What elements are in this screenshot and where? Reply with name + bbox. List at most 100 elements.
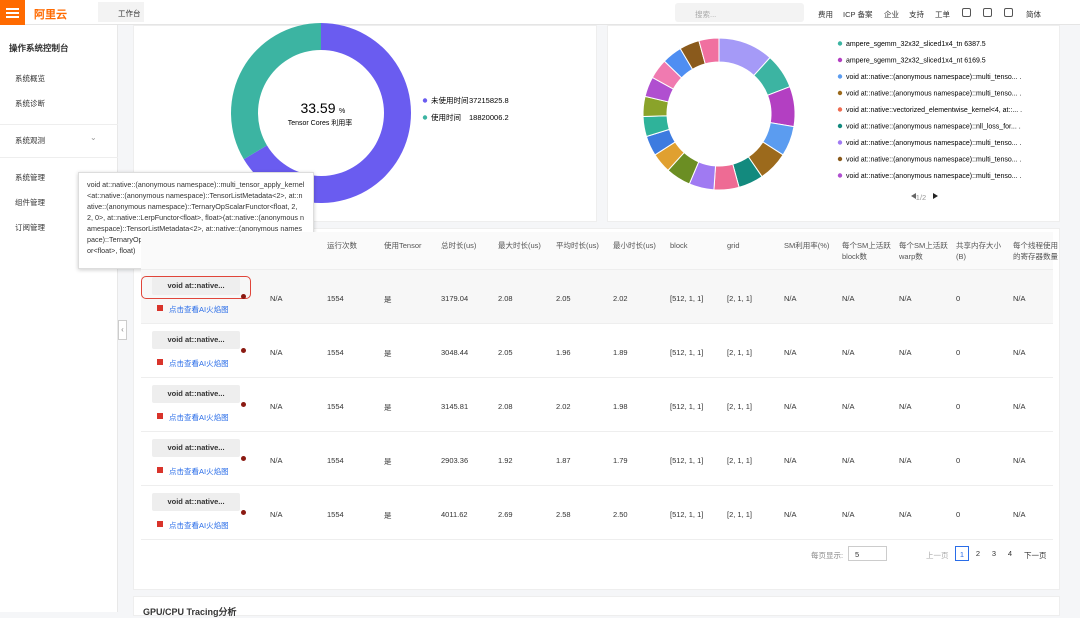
legend-label: void at::native::vectorized_elementwise_… [846,107,1022,114]
cell: N/A [899,510,912,519]
sidebar-item[interactable]: 系统观测 [15,136,45,145]
page-number[interactable]: 4 [1007,549,1013,558]
flame-link[interactable]: 点击查看AI火焰图 [169,305,229,314]
page-size-select[interactable]: 5 [848,546,887,561]
nav-item[interactable]: ICP 备案 [843,10,873,19]
sidebar-item[interactable]: 组件管理 [15,198,45,207]
sidebar-item[interactable]: 订阅管理 [15,223,45,232]
cell: 是 [384,295,392,304]
kernel-button[interactable]: void at::native... [152,493,240,511]
column-header: 共享内存大小(B) [956,241,1001,261]
flame-icon [157,521,163,527]
cell: 1.98 [613,402,628,411]
kernel-button[interactable]: void at::native... [152,277,240,295]
prev-arrow[interactable] [911,193,916,199]
legend-label: void at::native::(anonymous namespace)::… [846,74,1022,81]
cell: [2, 1, 1] [727,456,753,465]
column-header: 每个SM上活跃warp数 [899,241,948,261]
nav-icon[interactable] [1004,8,1013,17]
kernel-button[interactable]: void at::native... [152,331,240,349]
legend-dot [422,98,428,103]
prev-page[interactable]: 上一页 [926,551,949,560]
flame-link[interactable]: 点击查看AI火焰图 [169,467,229,476]
cell: 3048.44 [441,348,469,357]
cell: [2, 1, 1] [727,294,753,303]
column-header: block [670,241,688,250]
cell: N/A [270,348,283,357]
cell: N/A [784,402,797,411]
cell: N/A [899,402,912,411]
logo[interactable]: 阿里云 [34,9,67,21]
sidebar-title: 操作系统控制台 [9,43,69,53]
cell: 0 [956,294,961,303]
cell: 1554 [327,456,344,465]
divider [0,124,118,125]
language[interactable]: 简体 [1026,10,1041,19]
cell: 1554 [327,510,344,519]
page-number[interactable]: 2 [975,549,981,558]
cell: N/A [899,348,912,357]
workbench-tab[interactable]: 工作台 [98,2,144,22]
menu-button[interactable] [0,0,25,25]
column-header: 使用Tensor [384,241,422,250]
kernel-slice[interactable] [698,37,720,65]
cell: N/A [899,294,912,303]
status-dot [241,294,246,299]
cell: 1554 [327,294,344,303]
cell: [512, 1, 1] [670,456,704,465]
kernel-button[interactable]: void at::native... [152,439,240,457]
cell: 2.05 [556,294,571,303]
nav-item[interactable]: 费用 [818,10,833,19]
flame-link[interactable]: 点击查看AI火焰图 [169,359,229,368]
cell: 是 [384,457,392,466]
sidebar: 操作系统控制台 [0,25,118,612]
nav-item[interactable]: 支持 [909,10,924,19]
cell: 2.02 [556,402,571,411]
collapse-handle[interactable]: ‹ [118,320,127,340]
cell: 是 [384,403,392,412]
tensor-slice[interactable] [243,23,412,204]
cell: N/A [1013,456,1026,465]
nav-item[interactable]: 企业 [884,10,899,19]
status-dot [241,510,246,515]
page-number[interactable]: 1 [955,546,969,561]
cell: N/A [1013,510,1026,519]
cell: [2, 1, 1] [727,510,753,519]
legend-label: void at::native::(anonymous namespace)::… [846,91,1022,98]
legend-page[interactable]: 1/2 [916,193,926,202]
column-header: 最大时长(us) [498,241,541,250]
next-page[interactable]: 下一页 [1024,551,1047,560]
cell: 3145.81 [441,402,469,411]
nav-item[interactable]: 工单 [935,10,950,19]
cell: 2903.36 [441,456,469,465]
search-placeholder: 搜索... [695,10,717,19]
legend-name: 使用时间 [431,112,461,122]
sidebar-item[interactable]: 系统诊断 [15,99,45,108]
top-bar: 阿里云 工作台 搜索... [0,0,1080,25]
sidebar-item[interactable]: 系统管理 [15,173,45,182]
legend-label: void at::native::(anonymous namespace)::… [846,173,1022,180]
page-number[interactable]: 3 [991,549,997,558]
kernel-button[interactable]: void at::native... [152,385,240,403]
table-row [141,270,1053,324]
nav-icon[interactable] [983,8,992,17]
page-size-label: 每页显示: [811,551,844,560]
legend-label: void at::native::(anonymous namespace)::… [846,140,1022,147]
flame-icon [157,359,163,365]
nav-icon[interactable] [962,8,971,17]
cell: N/A [899,456,912,465]
search-box[interactable]: 搜索... [675,3,804,22]
cell: N/A [784,348,797,357]
tensor-slice[interactable] [231,23,321,160]
status-dot [241,348,246,353]
menu-icon [6,8,19,10]
next-arrow[interactable] [933,193,938,199]
column-header: grid [727,241,740,250]
legend-label: void at::native::(anonymous namespace)::… [846,157,1022,164]
sidebar-item[interactable]: 系统概览 [15,74,45,83]
cell: N/A [270,294,283,303]
flame-link[interactable]: 点击查看AI火焰图 [169,521,229,530]
tracing-card: GPU/CPU Tracing分析 [133,596,1060,617]
flame-link[interactable]: 点击查看AI火焰图 [169,413,229,422]
